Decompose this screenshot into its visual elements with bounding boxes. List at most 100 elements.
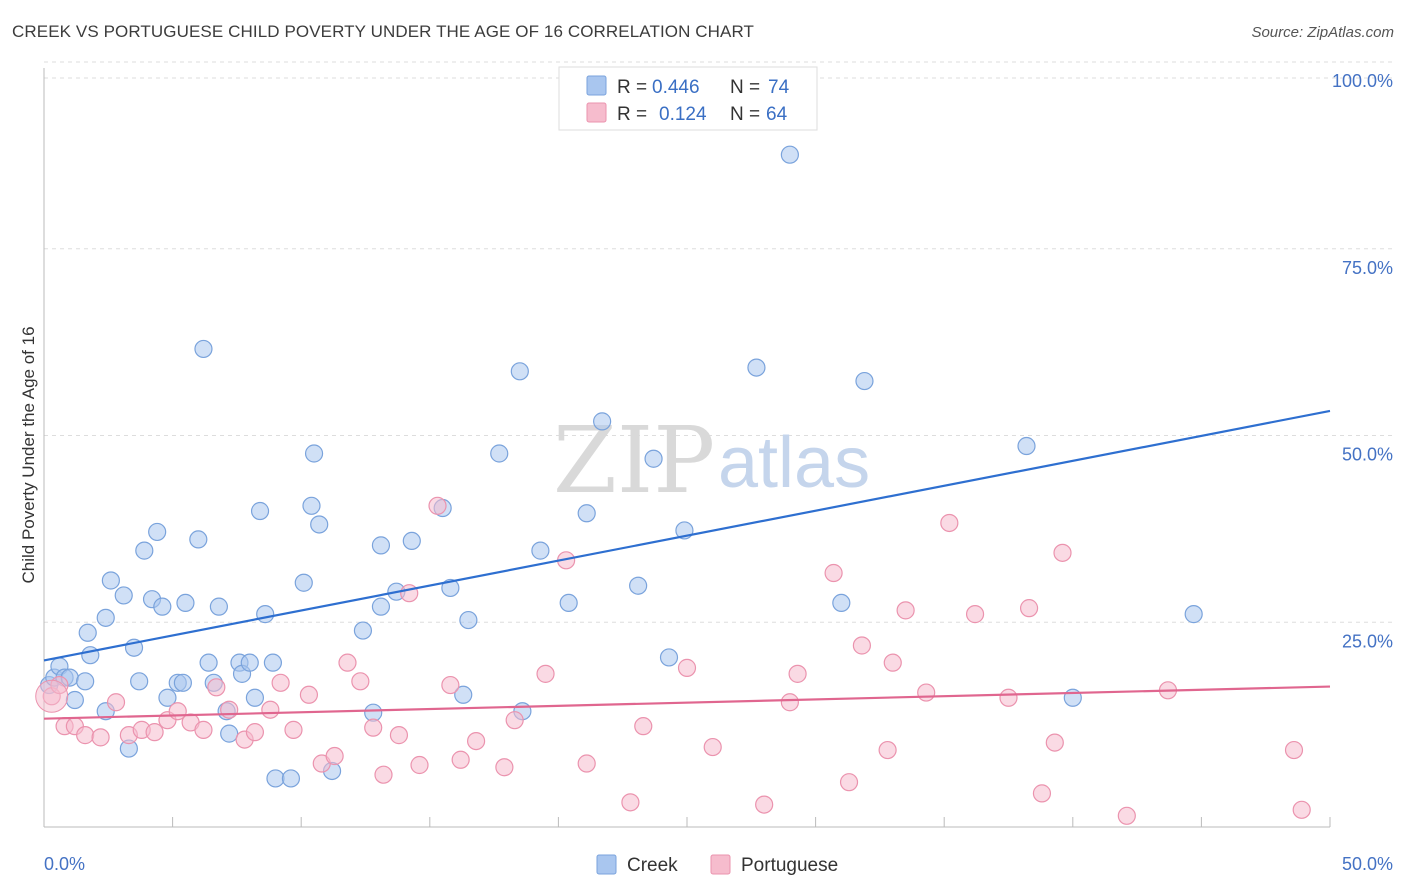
portuguese-point [965,605,985,624]
legend-creek-n-value: 74 [768,77,790,98]
creek-point [832,593,851,613]
creek-point [294,573,313,592]
creek-point [441,578,460,598]
creek-point [263,653,283,672]
watermark: ZIP atlas [553,407,870,514]
portuguese-point [878,740,897,760]
portuguese-point [495,758,514,777]
x-tick-label-min: 0.0% [44,854,85,874]
portuguese-point [194,720,213,739]
portuguese-point [999,688,1018,707]
portuguese-point [466,731,486,751]
portuguese-point [621,793,640,812]
portuguese-point [76,726,95,745]
creek-point [96,608,115,627]
creek-point [747,358,766,377]
portuguese-point [284,720,303,739]
creek-point [250,501,270,521]
watermark-zip: ZIP [553,407,715,514]
portuguese-point [505,711,524,730]
portuguese-trend-line [43,685,1331,720]
bottom-legend-swatch-creek [596,854,617,875]
trend-lines [43,409,1331,720]
portuguese-point [755,795,774,814]
creek-point [559,593,578,613]
creek-point [1184,605,1203,624]
legend-creek-n-label: N = [730,77,760,98]
portuguese-point [325,746,344,766]
portuguese-point [374,765,393,784]
creek-point [158,688,177,707]
creek-point [245,688,265,707]
legend-swatch-creek [586,75,607,96]
creek-point [209,597,228,616]
portuguese-point [703,737,722,757]
y-tick-labels: 25.0% 50.0% 75.0% 100.0% [1332,71,1393,651]
creek-point [371,597,391,616]
portuguese-point [1292,800,1311,819]
portuguese-point [788,664,807,683]
creek-point [220,724,239,743]
portuguese-point [536,664,555,683]
creek-point [153,597,172,616]
portuguese-point [299,685,319,704]
legend-swatch-portuguese [586,102,607,123]
portuguese-point [917,683,936,702]
creek-point [199,653,218,672]
portuguese-point [883,653,902,672]
portuguese-point [1045,733,1064,752]
creek-point [130,672,149,691]
creek-point [780,145,799,164]
portuguese-point [1019,599,1039,618]
creek-point [490,444,509,463]
creek-point [173,673,192,692]
portuguese-point [389,726,409,745]
portuguese-point [364,718,383,737]
creek-point [266,769,285,788]
creek-point [371,536,391,555]
portuguese-point [1117,806,1136,825]
portuguese-point [451,750,470,769]
creek-point [176,593,195,613]
portuguese-point [351,672,370,691]
portuguese-point [896,601,915,620]
legend: R = 0.446 N = 74 R = 0.124 N = 64 [558,66,818,131]
y-tick-label: 25.0% [1342,631,1393,651]
creek-point [454,685,473,704]
creek-point [855,371,874,391]
creek-point [302,496,321,515]
creek-point [459,610,478,630]
y-axis-title: Child Poverty Under the Age of 16 [19,326,38,583]
portuguese-point [145,723,164,742]
creek-point [510,362,529,381]
creek-point [310,515,329,534]
portuguese-point [1053,543,1072,562]
creek-point [1017,436,1036,456]
legend-portuguese-r-value: 0.124 [659,104,707,125]
creek-point [629,576,648,595]
legend-portuguese-n-value: 64 [766,104,788,125]
creek-point [135,541,154,560]
creek-point [304,444,324,463]
creek-point [593,412,612,431]
creek-point [189,530,208,549]
portuguese-point [1032,784,1052,803]
portuguese-point-large [35,679,69,713]
bottom-legend-creek: Creek [627,855,678,876]
portuguese-point [634,717,653,736]
creek-point [78,623,97,642]
portuguese-point [428,496,447,515]
portuguese-point [839,773,859,792]
creek-point [114,586,133,605]
portuguese-point [441,675,460,695]
portuguese-point [245,723,265,742]
gridlines [44,61,1393,623]
legend-creek-r-value: 0.446 [652,77,700,98]
portuguese-point [677,658,697,677]
creek-point [353,621,373,640]
bottom-legend-swatch-portuguese [710,854,731,875]
portuguese-point [577,754,596,773]
portuguese-point [261,700,280,719]
portuguese-point [106,693,126,712]
